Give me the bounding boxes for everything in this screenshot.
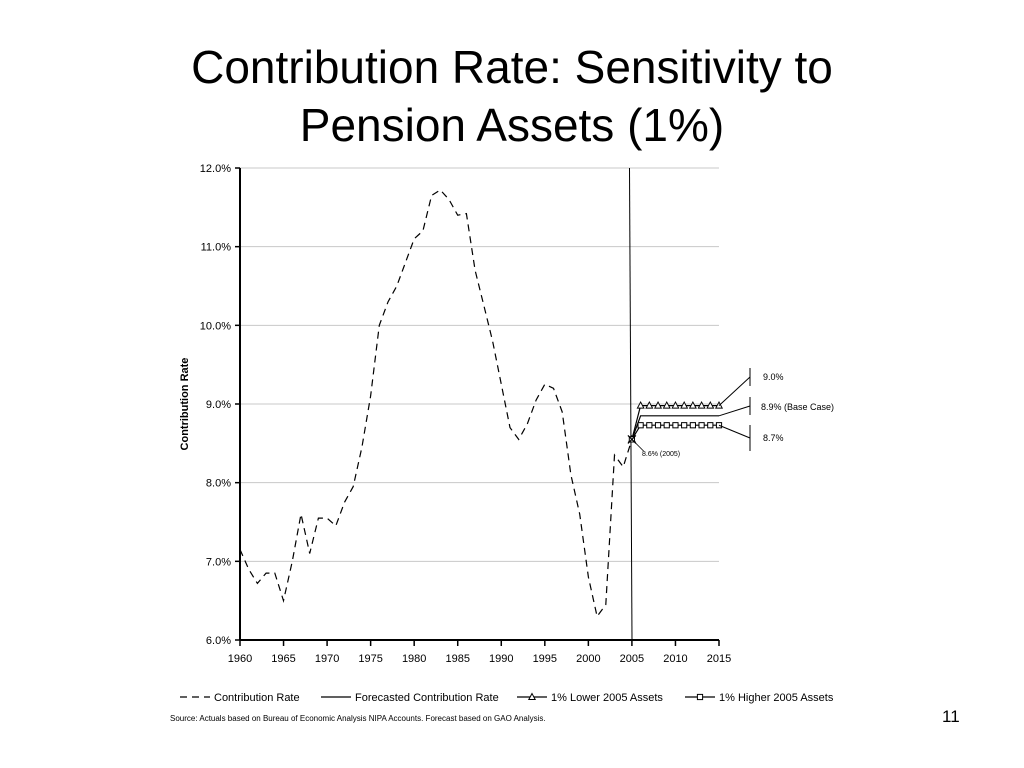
square-marker — [689, 422, 696, 429]
x-tick-label: 2015 — [707, 653, 731, 665]
x-tick-label: 1980 — [402, 653, 426, 665]
legend-label: 1% Higher 2005 Assets — [719, 692, 834, 704]
x-tick-label: 1995 — [533, 653, 557, 665]
triangle-marker — [671, 401, 680, 409]
legend-triangle-marker — [527, 692, 537, 700]
square-marker — [663, 422, 670, 429]
y-tick-label: 10.0% — [200, 320, 231, 332]
y-tick-label: 8.0% — [206, 478, 231, 490]
triangle-marker — [636, 401, 645, 409]
legend-label: 1% Lower 2005 Assets — [551, 692, 663, 704]
title-line-1: Contribution Rate: Sensitivity to — [191, 41, 833, 93]
series-line-0 — [239, 189, 633, 618]
square-marker — [698, 422, 705, 429]
x-tick-label: 1970 — [315, 653, 339, 665]
y-tick-label: 6.0% — [206, 635, 231, 647]
triangle-marker — [662, 401, 671, 409]
triangle-marker — [654, 401, 663, 409]
callout-leader — [718, 424, 751, 439]
callout-leader — [631, 439, 645, 452]
triangle-marker — [688, 401, 697, 409]
callout-leader — [718, 376, 751, 406]
x-tick-label: 1960 — [228, 653, 252, 665]
reference-line-2005 — [629, 167, 633, 641]
x-tick-label: 1975 — [358, 653, 382, 665]
legend-label: Forecasted Contribution Rate — [355, 692, 499, 704]
slide-title: Contribution Rate: Sensitivity to Pensio… — [0, 38, 1024, 154]
legend-square-marker — [696, 693, 704, 701]
triangle-marker — [706, 401, 715, 409]
x-tick-label: 2010 — [663, 653, 687, 665]
callout-label: 9.0% — [763, 372, 784, 382]
x-tick-label: 2005 — [620, 653, 644, 665]
triangle-marker — [645, 401, 654, 409]
y-tick-label: 9.0% — [206, 399, 231, 411]
callout-label: 8.7% — [763, 433, 784, 443]
square-marker — [646, 422, 653, 429]
y-tick-label: 11.0% — [201, 242, 232, 254]
x-tick-label: 1990 — [489, 653, 513, 665]
triangle-marker — [680, 401, 689, 409]
triangle-marker — [697, 401, 706, 409]
page-number: 11 — [942, 707, 960, 726]
square-marker — [637, 422, 644, 429]
title-line-2: Pension Assets (1%) — [299, 99, 725, 151]
square-marker — [654, 422, 662, 429]
square-marker — [672, 422, 679, 429]
square-marker — [707, 422, 714, 429]
x-tick-label: 2000 — [576, 653, 600, 665]
callout-label: 8.6% (2005) — [642, 451, 680, 458]
y-tick-label: 12.0% — [200, 163, 231, 175]
y-tick-label: 7.0% — [206, 556, 231, 568]
series-line-1 — [631, 415, 719, 440]
legend-label: Contribution Rate — [214, 692, 300, 704]
callout-label: 8.9% (Base Case) — [761, 402, 834, 412]
callout-leader — [718, 405, 751, 417]
source-note: Source: Actuals based on Bureau of Econo… — [170, 714, 546, 723]
y-axis-label: Contribution Rate — [179, 358, 191, 451]
square-marker — [681, 422, 688, 429]
x-tick-label: 1985 — [445, 653, 469, 665]
x-tick-label: 1965 — [271, 653, 295, 665]
